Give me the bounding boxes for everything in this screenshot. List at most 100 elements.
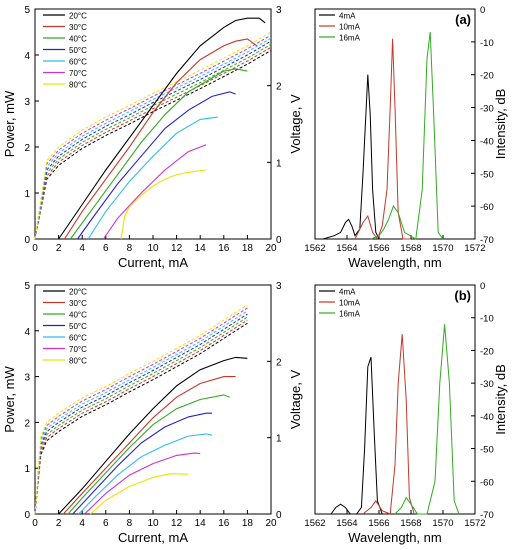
power-line bbox=[62, 376, 236, 515]
voltage-line bbox=[34, 310, 248, 515]
y-tick-label: -30 bbox=[480, 379, 494, 390]
legend-label: 20°C bbox=[69, 12, 87, 21]
spectrum-line bbox=[362, 334, 415, 515]
x-tick-label: 16 bbox=[218, 518, 230, 529]
power-line bbox=[87, 116, 218, 240]
y-tick-label: 1 bbox=[24, 464, 30, 475]
voltage-line bbox=[34, 37, 272, 240]
y2-tick-label: 1 bbox=[276, 158, 282, 169]
y2-axis-label: Voltage, V bbox=[288, 370, 303, 430]
voltage-line bbox=[34, 304, 248, 515]
voltage-line bbox=[34, 319, 248, 515]
y-tick-label: 4 bbox=[24, 51, 30, 62]
y-tick-label: 3 bbox=[24, 97, 30, 108]
legend-label: 60°C bbox=[69, 58, 87, 67]
x-axis-label: Current, mA bbox=[118, 530, 188, 545]
y-tick-label: 4 bbox=[24, 327, 30, 338]
x-tick-label: 8 bbox=[127, 243, 133, 254]
x-tick-label: 4 bbox=[79, 518, 85, 529]
y-tick-label: 2 bbox=[24, 143, 30, 154]
x-tick-label: 2 bbox=[56, 518, 62, 529]
y2-tick-label: 3 bbox=[276, 5, 282, 16]
voltage-line bbox=[34, 316, 248, 515]
y-tick-label: -50 bbox=[480, 169, 494, 180]
panel-a-right: 1562 1564 1566 1568 1570 1572 0 -10 -20 -30 -40 -50… bbox=[304, 5, 508, 270]
plot-frame bbox=[314, 8, 476, 240]
y-tick-label: -10 bbox=[480, 314, 494, 325]
y2-tick-label: 0 bbox=[276, 235, 282, 246]
power-line bbox=[102, 144, 207, 240]
voltage-line bbox=[34, 40, 272, 240]
y-axis-label: Intensity, dB bbox=[493, 89, 508, 160]
x-tick-label: 6 bbox=[103, 518, 109, 529]
panel-b-right: 1562 1564 1566 1568 1570 1572 0 -10 -20 -30 -40 -50… bbox=[304, 281, 508, 545]
legend-label: 70°C bbox=[69, 345, 87, 354]
legend-label: 4mA bbox=[339, 288, 356, 297]
power-line bbox=[77, 91, 236, 240]
power-line bbox=[64, 38, 258, 240]
y-tick-label: -70 bbox=[480, 510, 494, 521]
y2-tick-label: 3 bbox=[276, 281, 282, 292]
x-tick-label: 0 bbox=[32, 518, 38, 529]
legend-label: 70°C bbox=[69, 69, 87, 78]
y-tick-label: 5 bbox=[24, 5, 30, 16]
x-tick-label: 1572 bbox=[464, 518, 485, 529]
y-tick-label: 2 bbox=[24, 418, 30, 429]
y-tick-label: -40 bbox=[480, 136, 494, 147]
power-line bbox=[58, 17, 266, 240]
spectrum-line bbox=[322, 74, 380, 240]
x-tick-label: 8 bbox=[127, 518, 133, 529]
panel-label: (a) bbox=[455, 12, 471, 27]
y-tick-label: 0 bbox=[24, 235, 30, 246]
x-axis-label: Wavelength, nm bbox=[348, 255, 441, 270]
y-tick-label: -50 bbox=[480, 445, 494, 456]
x-tick-label: 2 bbox=[56, 243, 62, 254]
x-tick-label: 10 bbox=[147, 243, 159, 254]
x-axis-label: Current, mA bbox=[118, 255, 188, 270]
x-tick-label: 1562 bbox=[304, 518, 325, 529]
voltage-line bbox=[34, 313, 248, 515]
y-tick-label: -30 bbox=[480, 104, 494, 115]
x-tick-label: 20 bbox=[265, 243, 277, 254]
legend-label: 4mA bbox=[339, 12, 356, 21]
x-axis-label: Wavelength, nm bbox=[348, 530, 441, 545]
power-line bbox=[58, 356, 248, 515]
voltage-line bbox=[34, 34, 272, 240]
x-tick-label: 1562 bbox=[304, 243, 325, 254]
legend-label: 50°C bbox=[69, 322, 87, 331]
power-line bbox=[69, 68, 248, 240]
x-tick-label: 1566 bbox=[368, 518, 389, 529]
legend-label: 20°C bbox=[69, 288, 87, 297]
x-tick-label: 1568 bbox=[400, 518, 421, 529]
legend-label: 80°C bbox=[69, 357, 87, 366]
x-tick-label: 12 bbox=[171, 518, 183, 529]
x-tick-label: 4 bbox=[79, 243, 85, 254]
power-line bbox=[72, 412, 212, 515]
y-tick-label: 0 bbox=[24, 510, 30, 521]
legend-label: 16mA bbox=[339, 310, 361, 319]
x-tick-label: 1572 bbox=[464, 243, 485, 254]
power-line bbox=[90, 473, 189, 515]
y2-tick-label: 1 bbox=[276, 434, 282, 445]
y-tick-label: -60 bbox=[480, 477, 494, 488]
y-axis-label: Power, mW bbox=[2, 90, 17, 157]
y-tick-label: 0 bbox=[480, 5, 485, 16]
x-tick-label: 1564 bbox=[336, 518, 357, 529]
spectrum-line bbox=[394, 324, 460, 515]
x-tick-label: 14 bbox=[195, 243, 207, 254]
power-line bbox=[67, 394, 230, 515]
x-tick-label: 20 bbox=[265, 518, 277, 529]
voltage-line bbox=[34, 43, 272, 240]
y2-axis-label: Voltage, V bbox=[288, 94, 303, 154]
y-tick-label: 5 bbox=[24, 281, 30, 292]
y-tick-label: -10 bbox=[480, 38, 494, 49]
x-tick-label: 1564 bbox=[336, 243, 357, 254]
voltage-line bbox=[34, 31, 272, 240]
y2-tick-label: 2 bbox=[276, 357, 282, 368]
spectrum-line bbox=[330, 356, 383, 515]
power-line bbox=[120, 169, 207, 240]
legend-label: 10mA bbox=[339, 299, 361, 308]
legend-label: 30°C bbox=[69, 299, 87, 308]
legend-label: 16mA bbox=[339, 34, 361, 43]
